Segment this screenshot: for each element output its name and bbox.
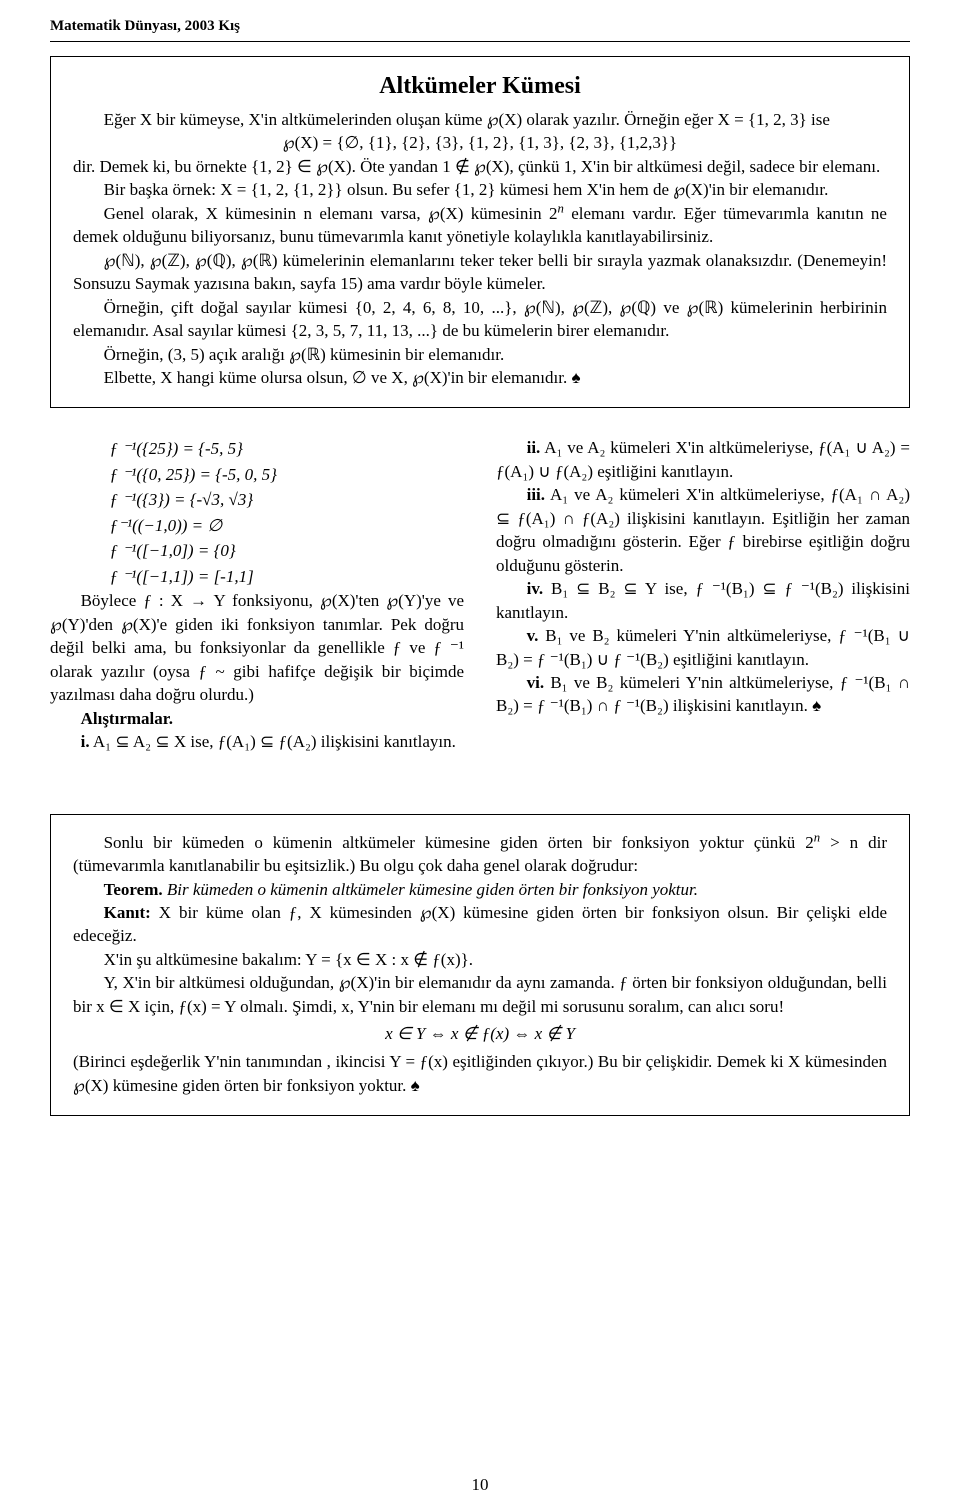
kanit-label: Kanıt: [104,903,151,922]
ex-v-text: B₁ ve B₂ kümeleri Y'nin altkümeleriyse, … [496,626,910,668]
box1-p8: Elbette, X hangi küme olursa olsun, ∅ ve… [73,366,887,389]
box2-p2: X'in şu altkümesine bakalım: Y = {x ∈ X … [73,948,887,971]
exercise-iii: iii. A₁ ve A₂ kümeleri X'in altkümeleriy… [496,483,910,577]
box2-teorem: Teorem. Bir kümeden o kümenin altkümeler… [73,878,887,901]
two-column-region: ƒ ⁻¹({25}) = {-5, 5} ƒ ⁻¹({0, 25}) = {-5… [50,436,910,753]
box1-p4a: Genel olarak, X kümesinin n elemanı vars… [104,204,558,223]
teorem-text: Bir kümeden o kümenin altkümeler kümesin… [163,880,698,899]
box1-p2: dir. Demek ki, bu örnekte {1, 2} ∈ ℘(X).… [73,155,887,178]
box2-kanit: Kanıt: X bir küme olan ƒ, X kümesinden ℘… [73,901,887,948]
box1-p5: ℘(ℕ), ℘(ℤ), ℘(ℚ), ℘(ℝ) kümelerinin elema… [73,249,887,296]
ex-i-label: i. [81,732,90,751]
kanit-text: X bir küme olan ƒ, X kümesinden ℘(X) küm… [73,903,887,945]
eq-line: ƒ ⁻¹({0, 25}) = {-5, 0, 5} [110,462,465,488]
ex-iv-text: B₁ ⊆ B₂ ⊆ Y ise, ƒ ⁻¹(B₁) ⊆ ƒ ⁻¹(B₂) ili… [496,579,910,621]
ex-ii-text: A₁ ve A₂ kümeleri X'in altkümeleriyse, ƒ… [496,438,910,480]
box1-p1: Eğer X bir kümeyse, X'in altkümelerinden… [73,108,887,131]
page: Matematik Dünyası, 2003 Kış Altkümeler K… [0,0,960,1511]
ex-i-text: A₁ ⊆ A₂ ⊆ X ise, ƒ(A₁) ⊆ ƒ(A₂) ilişkisin… [90,732,456,751]
exercise-v: v. B₁ ve B₂ kümeleri Y'nin altkümeleriys… [496,624,910,671]
eq-line: ƒ ⁻¹({3}) = {-√3, √3} [110,487,465,513]
eq-line: ƒ ⁻¹([−1,0]) = {0} [110,538,465,564]
box2-eq: x ∈ Y ⇔ x ∉ ƒ(x) ⇔ x ∉ Y [73,1024,887,1044]
box2-p3: Y, X'in bir altkümesi olduğundan, ℘(X)'i… [73,971,887,1018]
ex-iv-label: iv. [527,579,544,598]
teorem-label: Teorem. [104,880,163,899]
ex-iii-label: iii. [527,485,545,504]
box1-p3: Bir başka örnek: X = {1, 2, {1, 2}} olsu… [73,178,887,201]
box1-p4: Genel olarak, X kümesinin n elemanı vars… [73,202,887,249]
box2-p1a: Sonlu bir kümeden o kümenin altkümeler k… [104,833,814,852]
ex-vi-label: vi. [527,673,544,692]
exercise-i: i. A₁ ⊆ A₂ ⊆ X ise, ƒ(A₁) ⊆ ƒ(A₂) ilişki… [50,730,464,753]
ex-ii-label: ii. [527,438,541,457]
eq-line: ƒ ⁻¹([−1,1]) = [-1,1] [110,564,465,590]
exercise-iv: iv. B₁ ⊆ B₂ ⊆ Y ise, ƒ ⁻¹(B₁) ⊆ ƒ ⁻¹(B₂)… [496,577,910,624]
box1-title: Altkümeler Kümesi [73,73,887,100]
page-header: Matematik Dünyası, 2003 Kış [50,18,910,35]
header-rule [50,41,910,42]
ex-vi-text: B₁ ve B₂ kümeleri Y'nin altkümeleriyse, … [496,673,910,715]
box1-p6: Örneğin, çift doğal sayılar kümesi {0, 2… [73,296,887,343]
left-p1: Böylece ƒ : X → Y fonksiyonu, ℘(X)'ten ℘… [50,589,464,706]
box1-p7: Örneğin, (3, 5) açık aralığı ℘(ℝ) kümesi… [73,343,887,366]
preimage-equations: ƒ ⁻¹({25}) = {-5, 5} ƒ ⁻¹({0, 25}) = {-5… [110,436,465,589]
exercises-heading: Alıştırmalar. [50,707,464,730]
ex-iii-text: A₁ ve A₂ kümeleri X'in altkümeleriyse, ƒ… [496,485,910,574]
box-teorem: Sonlu bir kümeden o kümenin altkümeler k… [50,814,910,1117]
box2-p4: (Birinci eşdeğerlik Y'nin tanımından , i… [73,1050,887,1097]
left-column: ƒ ⁻¹({25}) = {-5, 5} ƒ ⁻¹({0, 25}) = {-5… [50,436,464,753]
eq-line: ƒ ⁻¹({25}) = {-5, 5} [110,436,465,462]
box2-p1: Sonlu bir kümeden o kümenin altkümeler k… [73,831,887,878]
page-number: 10 [0,1475,960,1495]
eq-line: ƒ⁻¹((−1,0)) = ∅ [110,513,465,539]
right-column: ii. A₁ ve A₂ kümeleri X'in altkümeleriys… [496,436,910,753]
ex-v-label: v. [527,626,539,645]
exercise-ii: ii. A₁ ve A₂ kümeleri X'in altkümeleriys… [496,436,910,483]
box-altkumeler: Altkümeler Kümesi Eğer X bir kümeyse, X'… [50,56,910,408]
exercise-vi: vi. B₁ ve B₂ kümeleri Y'nin altkümeleriy… [496,671,910,718]
exercises-heading-text: Alıştırmalar. [81,709,173,728]
box1-eq1: ℘(X) = {∅, {1}, {2}, {3}, {1, 2}, {1, 3}… [73,131,887,154]
